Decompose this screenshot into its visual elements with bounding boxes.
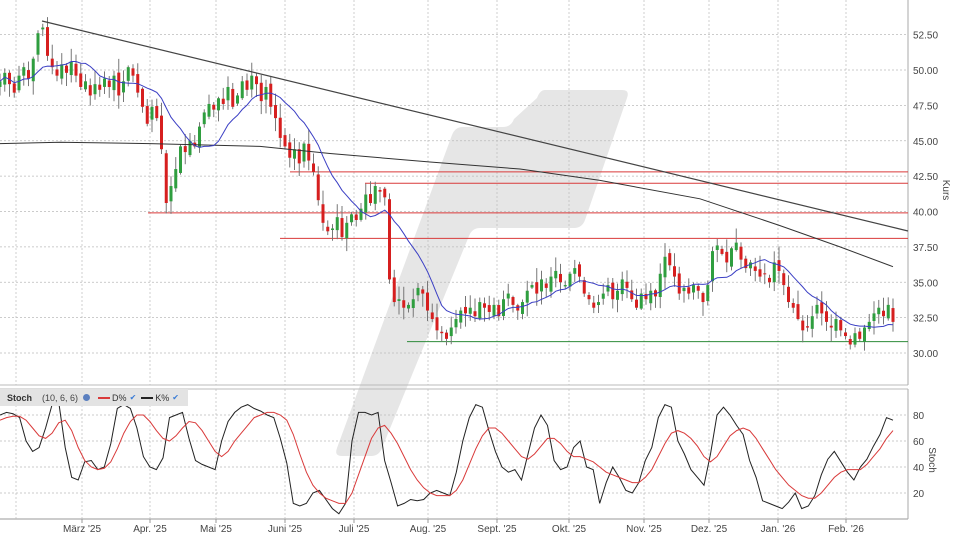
svg-text:40: 40 [913, 463, 925, 474]
price-axis-ticks: 52.50 50.00 47.50 45.00 42.50 40.00 37.50 35.00… [913, 31, 938, 360]
svg-text:42.50: 42.50 [913, 172, 938, 183]
k-swatch-icon [141, 396, 154, 399]
legend-params: (10, 6, 6) [42, 392, 79, 403]
legend-item-d[interactable]: D% ✔ [98, 393, 136, 403]
svg-text:Jan. '26: Jan. '26 [761, 524, 796, 535]
price-axis-title: Kurs [940, 180, 951, 201]
svg-text:Sept. '25: Sept. '25 [477, 524, 517, 535]
svg-text:März '25: März '25 [63, 524, 101, 535]
svg-text:Feb. '26: Feb. '26 [828, 524, 864, 535]
checkbox-d-icon[interactable]: ✔ [129, 393, 137, 402]
svg-text:30.00: 30.00 [913, 349, 938, 360]
d-swatch-icon [98, 396, 111, 399]
legend-k-label: K% [155, 392, 170, 403]
svg-text:Aug. '25: Aug. '25 [410, 524, 447, 535]
stoch-legend: Stoch (10, 6, 6) D% ✔ K% ✔ [0, 389, 188, 406]
legend-d-label: D% [112, 392, 127, 403]
downtrend-line [41, 20, 909, 232]
svg-text:37.50: 37.50 [913, 243, 938, 254]
settings-gear-icon[interactable] [83, 394, 91, 401]
sma-short-line [0, 61, 894, 328]
sma-long-line [0, 141, 894, 268]
svg-text:80: 80 [913, 411, 925, 422]
time-axis: März '25 Apr. '25 Mai '25 Juni '25 Juli '25 A… [63, 519, 864, 535]
svg-text:47.50: 47.50 [913, 101, 938, 112]
stoch-axis-ticks: 80 60 40 20 [913, 411, 925, 500]
svg-text:20: 20 [913, 489, 925, 500]
stoch-axis-title: Stoch [926, 447, 937, 473]
svg-text:Nov. '25: Nov. '25 [626, 524, 662, 535]
svg-text:60: 60 [913, 437, 925, 448]
price-panel[interactable]: 52.50 50.00 47.50 45.00 42.50 40.00 37.50 35.00… [0, 0, 951, 386]
checkbox-k-icon[interactable]: ✔ [172, 393, 179, 402]
svg-text:50.00: 50.00 [913, 66, 938, 77]
stoch-k-line [0, 401, 894, 515]
svg-text:45.00: 45.00 [913, 137, 938, 148]
svg-text:Juni '25: Juni '25 [268, 524, 303, 535]
svg-text:32.50: 32.50 [913, 314, 938, 325]
stoch-d-line [0, 411, 894, 504]
svg-text:Apr. '25: Apr. '25 [133, 524, 167, 535]
svg-text:35.00: 35.00 [913, 278, 938, 289]
legend-title: Stoch [7, 392, 33, 403]
stoch-grid [0, 389, 908, 519]
legend-item-k[interactable]: K% ✔ [141, 393, 179, 403]
svg-text:Mai '25: Mai '25 [200, 524, 232, 535]
stochastic-panel[interactable]: 80 60 40 20 Stoch [0, 388, 937, 520]
svg-text:40.00: 40.00 [913, 208, 938, 219]
svg-text:Juli '25: Juli '25 [339, 524, 370, 535]
watermark-logo-icon [336, 90, 628, 456]
svg-text:Okt. '25: Okt. '25 [552, 524, 587, 535]
candlesticks [0, 17, 895, 351]
svg-text:Dez. '25: Dez. '25 [691, 524, 728, 535]
price-grid [0, 0, 908, 385]
svg-text:52.50: 52.50 [913, 31, 938, 42]
support-resistance-lines [148, 171, 908, 343]
